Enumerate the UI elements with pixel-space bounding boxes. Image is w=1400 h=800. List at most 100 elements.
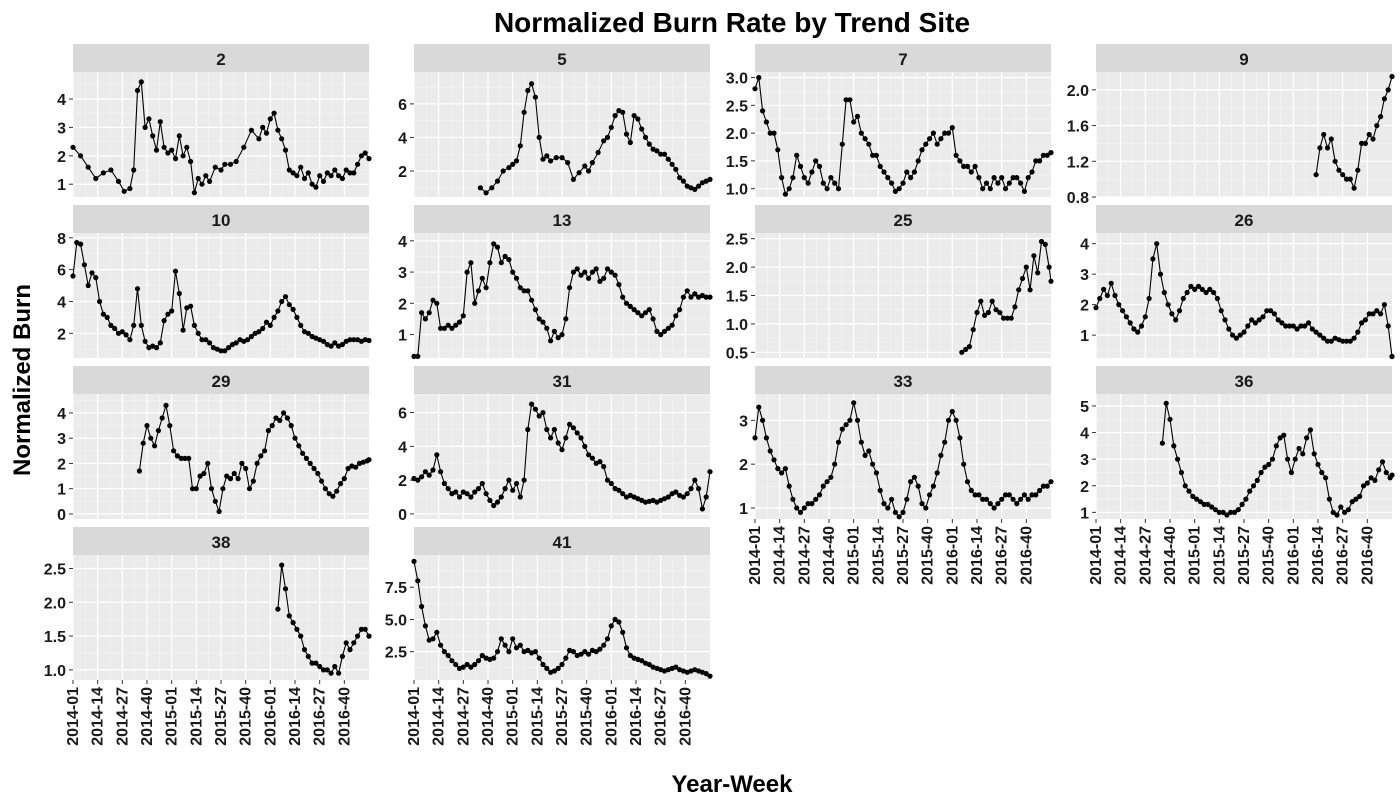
- y-tick-label: 1: [57, 482, 66, 499]
- data-point: [1120, 308, 1126, 314]
- data-point: [275, 127, 281, 133]
- data-point: [248, 127, 254, 133]
- data-point: [1239, 501, 1245, 507]
- data-point: [1002, 186, 1009, 192]
- data-point: [1224, 512, 1230, 518]
- data-point: [1135, 329, 1141, 335]
- data-point: [692, 477, 698, 483]
- data-point: [309, 181, 315, 187]
- data-point: [966, 344, 973, 350]
- data-point: [441, 480, 447, 487]
- data-point: [1184, 289, 1190, 296]
- data-point: [1001, 315, 1007, 321]
- x-tick-label: 2015-27: [1236, 526, 1253, 585]
- data-point: [782, 466, 789, 472]
- data-point: [529, 297, 535, 303]
- data-point: [328, 670, 334, 676]
- x-tick-label: 2014-27: [796, 526, 813, 585]
- data-point: [915, 483, 921, 489]
- data-point: [366, 156, 372, 162]
- data-point: [995, 501, 1001, 507]
- data-point: [1035, 270, 1041, 276]
- data-point: [631, 113, 637, 119]
- data-point: [953, 417, 959, 423]
- data-point: [1359, 320, 1365, 326]
- data-point: [1203, 289, 1209, 296]
- x-tick-label: 2016-01: [262, 687, 279, 746]
- data-point: [366, 337, 372, 344]
- data-point: [1247, 488, 1253, 494]
- data-point: [654, 328, 660, 334]
- data-point: [1305, 320, 1312, 326]
- data-point: [199, 181, 205, 187]
- data-point: [995, 180, 1001, 186]
- data-point: [843, 422, 849, 428]
- data-point: [300, 450, 306, 456]
- data-point: [449, 658, 455, 664]
- data-point: [294, 314, 300, 320]
- data-point: [1300, 451, 1306, 457]
- data-point: [468, 260, 474, 266]
- panel-site-13: 13 1 2 3 4: [398, 205, 713, 359]
- data-point: [510, 487, 516, 493]
- data-point: [989, 298, 995, 304]
- data-point: [1313, 172, 1319, 178]
- data-point: [578, 435, 584, 441]
- data-point: [930, 483, 937, 489]
- data-point: [661, 151, 668, 157]
- data-point: [513, 645, 520, 651]
- data-point: [1343, 176, 1350, 182]
- data-point: [968, 487, 974, 494]
- data-point: [582, 443, 588, 449]
- data-point: [138, 322, 144, 328]
- data-point: [307, 460, 313, 466]
- data-point: [1237, 332, 1243, 338]
- data-point: [1116, 302, 1122, 308]
- data-point: [1233, 335, 1239, 341]
- y-tick-label: 0: [398, 507, 407, 524]
- x-tick-label: 2016-27: [653, 687, 670, 746]
- data-point: [282, 586, 289, 592]
- data-point: [908, 175, 914, 181]
- data-point: [824, 186, 830, 192]
- data-point: [1353, 496, 1359, 502]
- data-point: [422, 469, 428, 475]
- data-point: [1347, 176, 1353, 182]
- data-point: [997, 309, 1003, 316]
- data-point: [983, 180, 990, 186]
- data-point: [265, 428, 271, 434]
- data-point: [1370, 136, 1376, 142]
- data-point: [358, 626, 364, 632]
- data-point: [908, 479, 914, 485]
- data-point: [298, 633, 304, 639]
- data-point: [1374, 123, 1380, 129]
- data-point: [1012, 304, 1018, 310]
- data-point: [604, 636, 611, 642]
- data-point: [1146, 295, 1152, 302]
- data-point: [78, 153, 84, 159]
- data-point: [779, 470, 785, 476]
- data-point: [1370, 311, 1376, 317]
- data-point: [1258, 469, 1264, 476]
- data-point: [479, 480, 485, 487]
- facet-strip: [755, 366, 1051, 394]
- x-tick-label: 2014-40: [1162, 526, 1179, 585]
- y-tick-label: 5: [1080, 399, 1089, 416]
- data-point: [612, 113, 618, 119]
- x-tick-label: 2016-27: [312, 687, 329, 746]
- data-point: [1376, 467, 1382, 473]
- facet-strip-label: 25: [894, 211, 913, 230]
- data-point: [212, 164, 218, 170]
- facet-strip: [755, 205, 1051, 233]
- data-point: [332, 663, 338, 670]
- data-point: [313, 660, 319, 666]
- data-point: [551, 668, 558, 674]
- data-point: [169, 147, 175, 153]
- data-point: [639, 313, 645, 319]
- data-point: [218, 167, 224, 173]
- data-point: [324, 667, 330, 673]
- data-point: [1389, 73, 1395, 80]
- data-point: [813, 158, 819, 164]
- data-point: [1192, 286, 1198, 292]
- data-point: [294, 626, 300, 632]
